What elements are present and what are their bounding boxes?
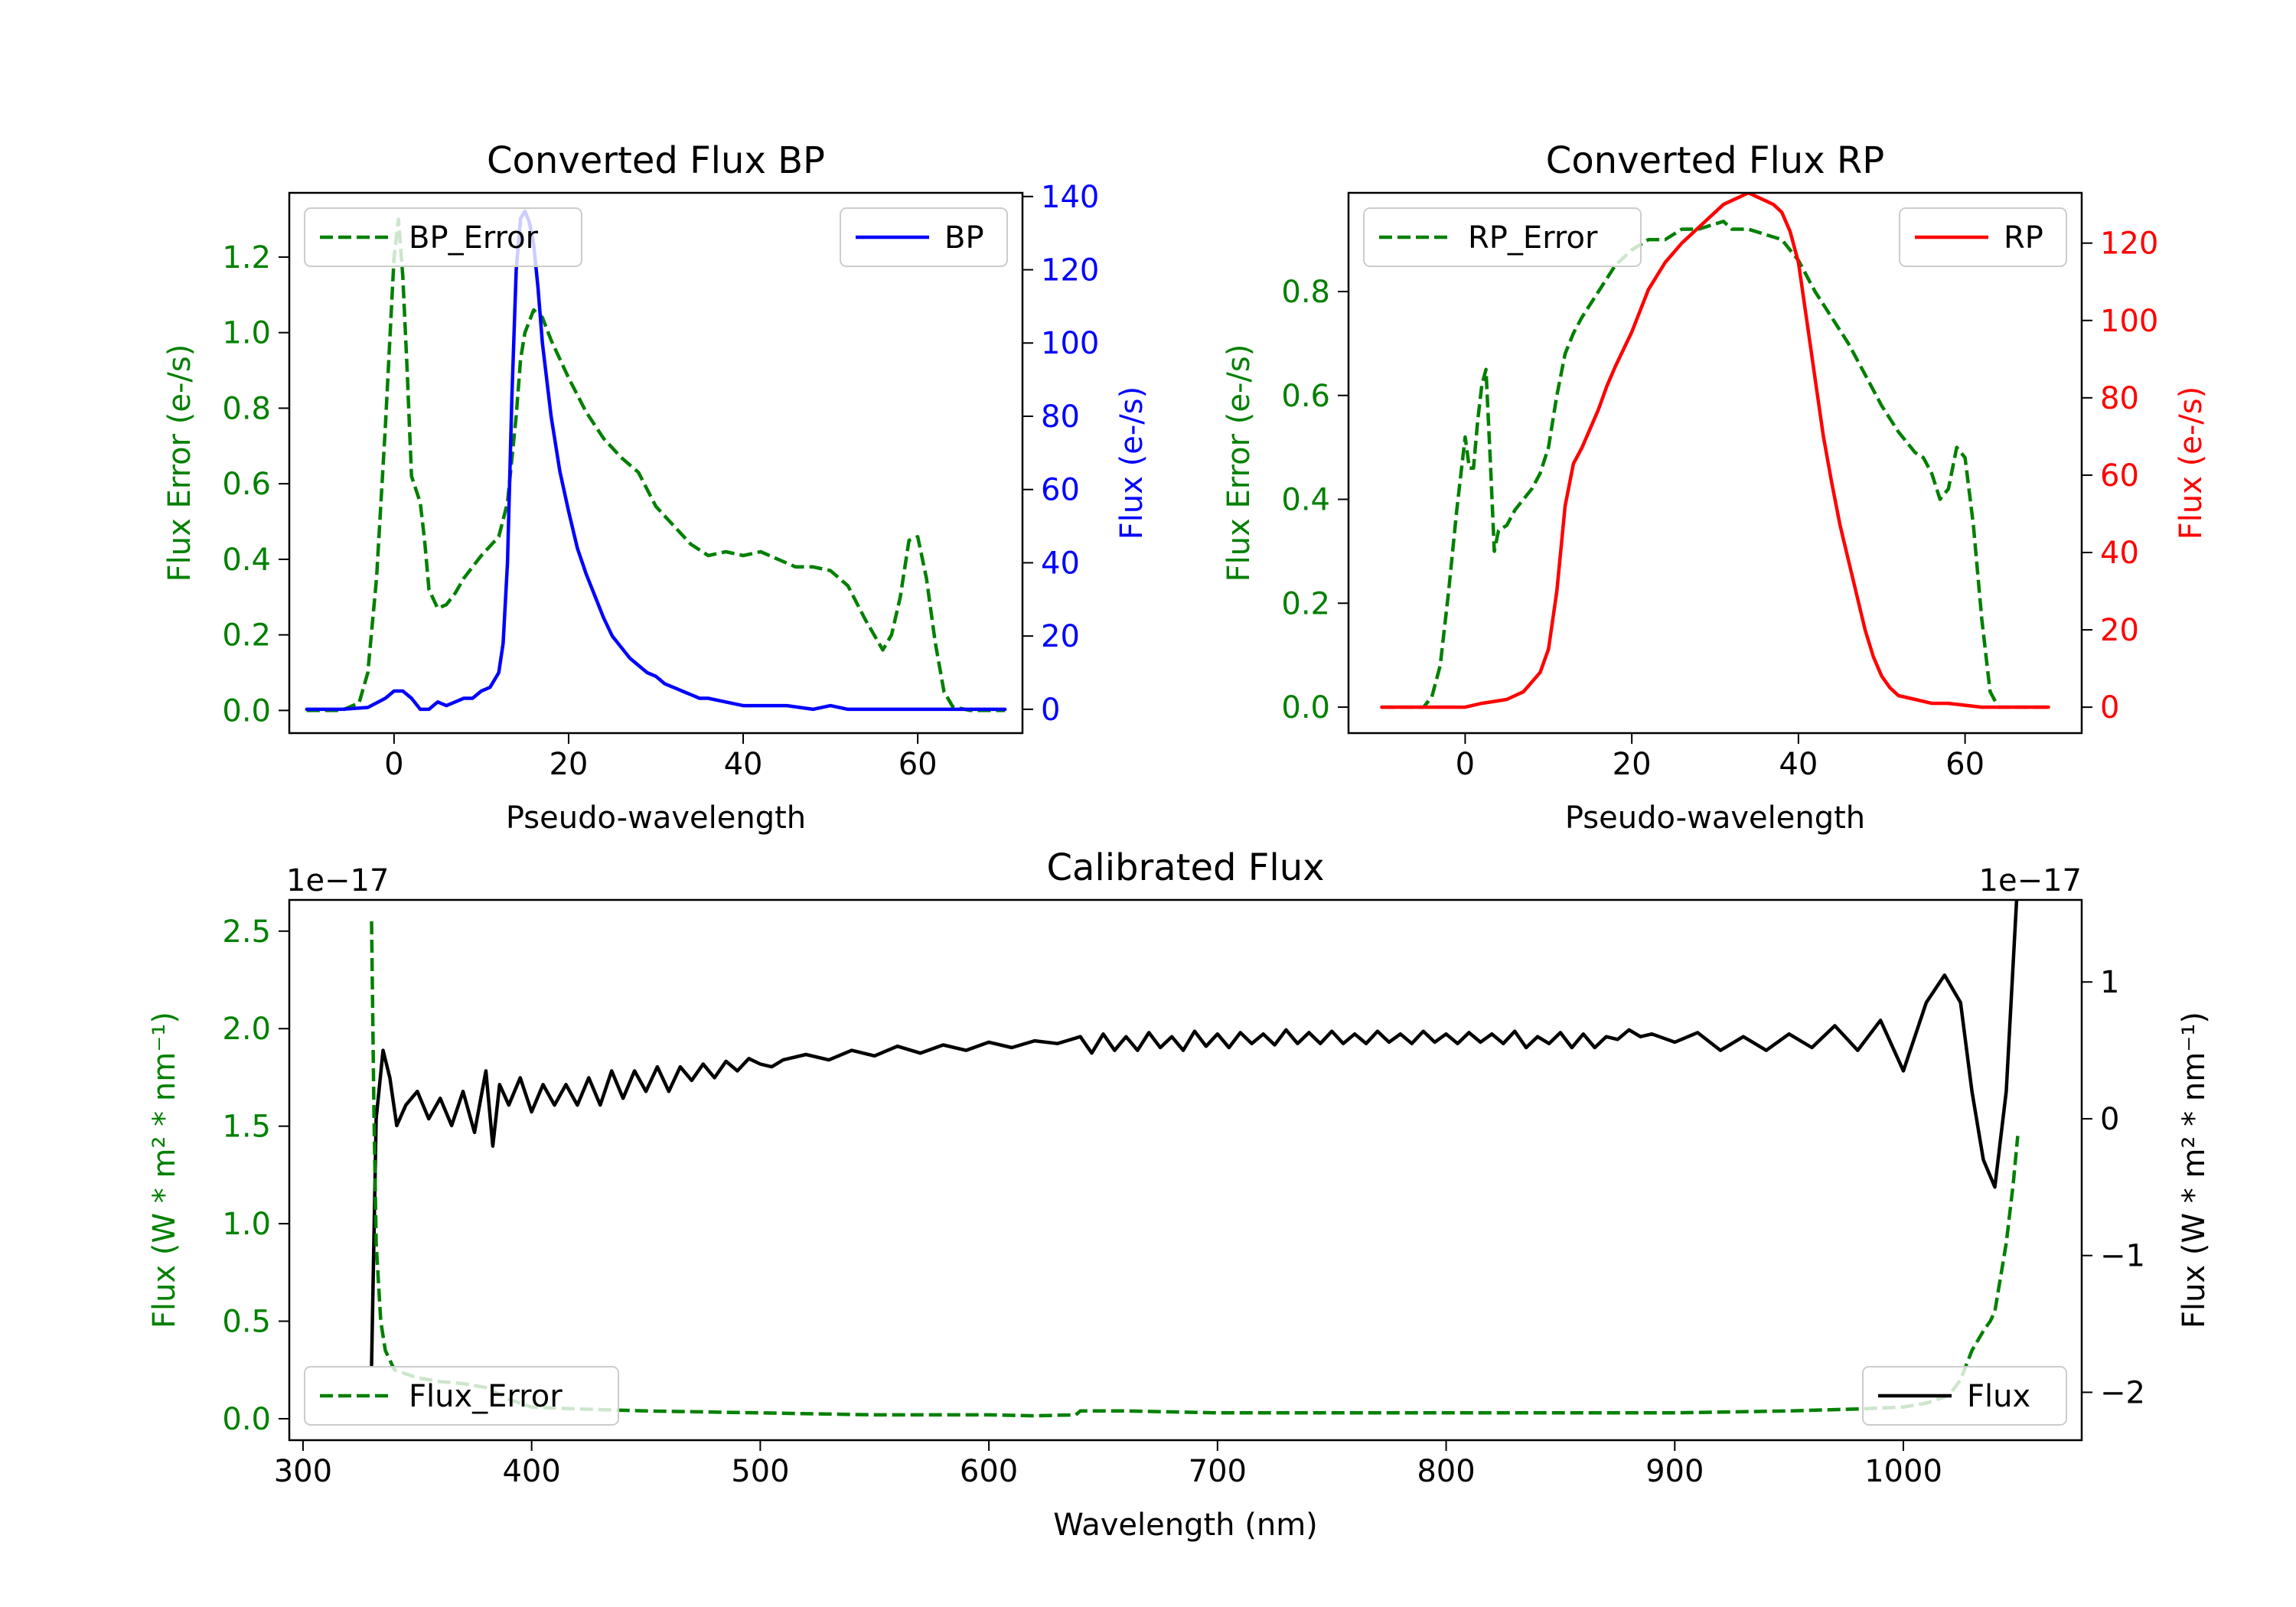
legend-rp-error: RP_Error (1363, 207, 1642, 267)
y-left-tick-label: 0.0 (222, 1402, 271, 1437)
x-tick-label: 500 (731, 1454, 789, 1489)
x-tick-label: 400 (502, 1454, 560, 1489)
y-left-tick-label: 1.5 (222, 1110, 271, 1145)
y-left-scale-offset: 1e−17 (286, 863, 389, 898)
y-right-tick-label: 140 (1041, 180, 1099, 215)
axes-frame (288, 191, 1024, 735)
y-right-tick-label: 120 (1041, 253, 1099, 288)
y-right-tick-label: 80 (2100, 381, 2139, 416)
y-right-tick-label: 100 (1041, 326, 1099, 361)
series-line-bp (305, 209, 1007, 712)
y-left-axis-label: Flux Error (e-/s) (162, 344, 197, 582)
x-tick-label: 800 (1417, 1454, 1475, 1489)
y-right-tick-label: 20 (2100, 613, 2139, 648)
legend-bp: BP (840, 207, 1008, 267)
y-left-tick-label: 0.6 (1281, 379, 1330, 414)
x-tick-label: 20 (1613, 747, 1652, 782)
legend-label: RP_Error (1468, 220, 1598, 256)
chart-title: Converted Flux RP (1546, 139, 1884, 182)
legend-flux-error: Flux_Error (304, 1366, 619, 1426)
x-tick-label: 40 (724, 747, 763, 782)
y-right-axis-label: Flux (e-/s) (2174, 386, 2209, 539)
x-tick-label: 0 (1456, 747, 1475, 782)
chart-title: Calibrated Flux (1046, 846, 1324, 889)
y-right-tick-label: 1 (2100, 965, 2119, 1000)
y-right-tick-label: 0 (2100, 1102, 2119, 1137)
y-right-tick-label: 60 (1041, 473, 1080, 508)
y-right-tick-label: 20 (1041, 619, 1080, 654)
x-tick-label: 1000 (1864, 1454, 1942, 1489)
y-left-tick-label: 1.0 (222, 1207, 271, 1242)
y-left-tick-label: 1.2 (222, 240, 271, 275)
legend-label: RP (2004, 220, 2043, 256)
x-axis-label: Pseudo-wavelength (506, 800, 806, 836)
y-right-tick-label: 40 (1041, 546, 1080, 581)
series-line-rp-error (1381, 220, 2049, 709)
y-left-tick-label: 0.4 (222, 543, 271, 578)
rp-chart: 0 20 40 60 0.0 0.2 0.4 0.6 0.8 0 20 40 60 80 100 120 Con… (1221, 139, 2209, 836)
y-left-tick-label: 1.0 (222, 316, 271, 351)
y-left-tick-label: 0.5 (222, 1305, 271, 1340)
y-right-tick-label: 40 (2100, 536, 2139, 571)
y-left-tick-label: 2.0 (222, 1012, 271, 1047)
series-line-flux (370, 900, 2019, 1367)
y-left-axis-label: Flux Error (e-/s) (1221, 344, 1257, 582)
legend-flux: Flux (1862, 1366, 2067, 1426)
x-tick-label: 60 (1945, 747, 1985, 782)
y-left-tick-label: 0.4 (1281, 483, 1330, 518)
legend-label: BP_Error (409, 220, 539, 256)
x-tick-label: 40 (1779, 747, 1818, 782)
y-left-tick-label: 0.8 (1281, 275, 1330, 310)
y-right-tick-label: 100 (2100, 304, 2158, 339)
y-right-tick-label: 60 (2100, 458, 2139, 494)
y-right-tick-label: 0 (1041, 693, 1060, 728)
y-left-tick-label: 0.2 (222, 618, 271, 654)
y-left-axis-label: Flux (W * m² * nm⁻¹) (147, 1012, 182, 1328)
legend-label: Flux_Error (409, 1379, 563, 1414)
chart-title: Converted Flux BP (487, 139, 825, 182)
x-tick-label: 60 (899, 747, 938, 782)
x-axis-label: Pseudo-wavelength (1565, 800, 1865, 836)
axes-frame (288, 898, 2083, 1442)
y-left-tick-label: 0.0 (222, 693, 271, 729)
x-tick-label: 900 (1645, 1454, 1704, 1489)
series-line-bp-error (306, 217, 1006, 712)
y-right-tick-label: −2 (2100, 1375, 2145, 1410)
calibrated-chart: 300 400 500 600 700 800 900 1000 0.0 0.5 1.0 1.5 2.0… (147, 846, 2212, 1543)
x-tick-label: 0 (384, 747, 403, 782)
legend-bp-error: BP_Error (304, 207, 582, 267)
y-right-axis-label: Flux (W * m² * nm⁻¹) (2177, 1012, 2212, 1328)
series-line-flux-error (370, 921, 2020, 1418)
y-left-tick-label: 0.0 (1281, 690, 1330, 725)
legend-rp: RP (1899, 207, 2067, 267)
axes-frame (1347, 191, 2083, 735)
y-right-scale-offset: 1e−17 (1979, 863, 2082, 898)
x-tick-label: 20 (549, 747, 588, 782)
y-left-tick-label: 0.6 (222, 467, 271, 502)
x-tick-label: 700 (1189, 1454, 1247, 1489)
y-right-axis-label: Flux (e-/s) (1114, 386, 1150, 539)
x-axis-label: Wavelength (nm) (1053, 1508, 1318, 1543)
y-right-tick-label: 80 (1041, 399, 1080, 435)
y-right-tick-label: 0 (2100, 690, 2119, 725)
x-tick-label: 300 (274, 1454, 332, 1489)
x-tick-label: 600 (960, 1454, 1018, 1489)
legend-label: Flux (1967, 1379, 2030, 1414)
y-left-tick-label: 0.2 (1281, 586, 1330, 621)
y-left-tick-label: 2.5 (222, 914, 271, 950)
y-right-tick-label: 120 (2100, 227, 2158, 262)
legend-label: BP (944, 220, 984, 256)
y-left-tick-label: 0.8 (222, 391, 271, 426)
bp-chart: 0 20 40 60 0.0 0.2 0.4 0.6 0.8 1.0 1.2 0 20 40 60 80 100… (162, 139, 1150, 836)
series-line-rp (1380, 193, 2050, 709)
y-right-tick-label: −1 (2100, 1239, 2145, 1274)
